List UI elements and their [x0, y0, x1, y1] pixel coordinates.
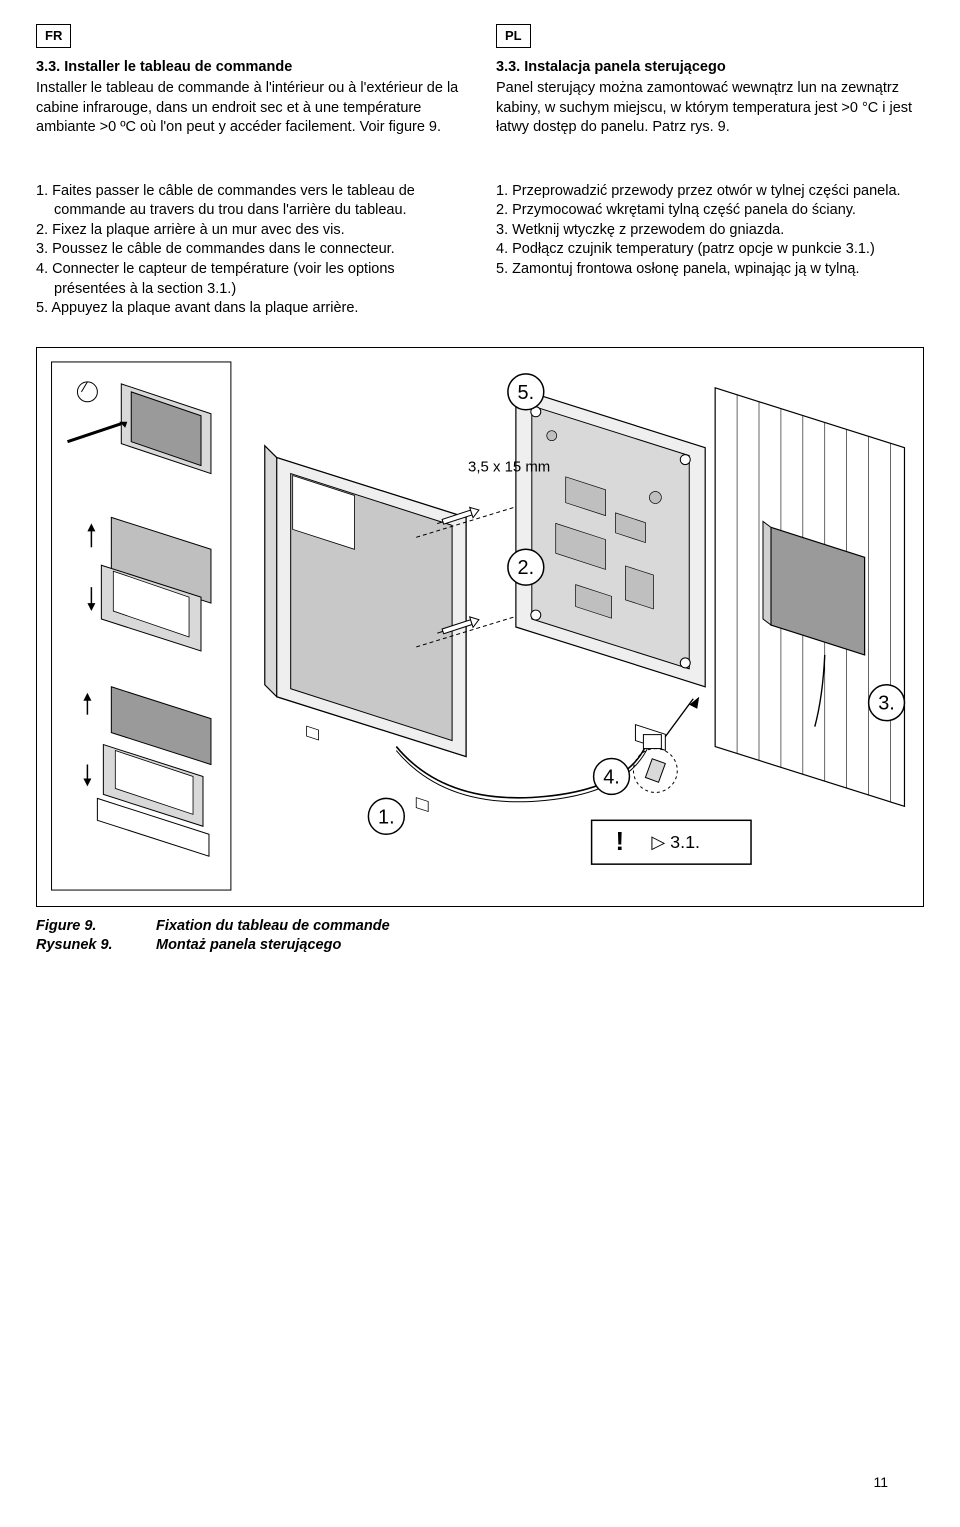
col-pl: 3.3. Instalacja panela sterującego Panel… [496, 58, 924, 138]
thumb-1-icon [67, 382, 210, 474]
step-pl-1: 1. Przeprowadzić przewody przez otwór w … [496, 182, 924, 202]
heading-fr: 3.3. Installer le tableau de commande [36, 58, 464, 78]
body-pl: Panel sterujący można zamontować wewnątr… [496, 79, 924, 138]
main-assembly-icon [265, 388, 705, 812]
step-pl-5: 5. Zamontuj frontowa osłonę panela, wpin… [496, 260, 924, 280]
screw-size-label: 3,5 x 15 mm [468, 458, 550, 475]
step-pl-4: 4. Podłącz czujnik temperatury (patrz op… [496, 240, 924, 260]
lang-row: FR PL [36, 24, 924, 58]
caption-pl-text: Montaż panela sterującego [156, 936, 341, 956]
step-fr-3: 3. Poussez le câble de commandes dans le… [36, 240, 464, 260]
callout-3: 3. [878, 692, 895, 714]
col-fr: 3.3. Installer le tableau de commande In… [36, 58, 464, 138]
thumb-3-icon [83, 687, 211, 856]
steps-pl: 1. Przeprowadzić przewody przez otwór w … [496, 182, 924, 319]
warn-mark: ! [616, 828, 625, 856]
thumb-2-icon [87, 517, 211, 651]
wall-panel-icon [715, 388, 904, 807]
figure-9: 5. 2. 1. 4. 3. 3,5 x 15 mm ! ▷ 3.1. [36, 347, 924, 907]
steps-row: 1. Faites passer le câble de commandes v… [36, 164, 924, 319]
steps-fr: 1. Faites passer le câble de commandes v… [36, 182, 464, 319]
page-number: 11 [873, 1473, 888, 1492]
lang-tag-fr: FR [36, 24, 71, 48]
callout-5: 5. [518, 382, 535, 404]
intro-row: 3.3. Installer le tableau de commande In… [36, 58, 924, 138]
caption-pl-label: Rysunek 9. [36, 936, 156, 956]
step-pl-3: 3. Wetknij wtyczkę z przewodem do gniazd… [496, 221, 924, 241]
callout-1: 1. [378, 806, 395, 828]
warn-ref: ▷ 3.1. [651, 832, 700, 852]
caption-fr-label: Figure 9. [36, 917, 156, 937]
step-fr-5: 5. Appuyez la plaque avant dans la plaqu… [36, 299, 464, 319]
figure-svg: 5. 2. 1. 4. 3. 3,5 x 15 mm ! ▷ 3.1. [37, 348, 923, 906]
callout-4: 4. [603, 766, 620, 788]
step-fr-4: 4. Connecter le capteur de température (… [36, 260, 464, 299]
lang-tag-pl: PL [496, 24, 531, 48]
caption-fr-text: Fixation du tableau de commande [156, 917, 390, 937]
step-fr-1: 1. Faites passer le câble de commandes v… [36, 182, 464, 221]
step-fr-2: 2. Fixez la plaque arrière à un mur avec… [36, 221, 464, 241]
step-pl-2: 2. Przymocować wkrętami tylną część pane… [496, 201, 924, 221]
figure-caption: Figure 9. Fixation du tableau de command… [36, 917, 924, 956]
body-fr: Installer le tableau de commande à l'int… [36, 79, 464, 138]
heading-pl: 3.3. Instalacja panela sterującego [496, 58, 924, 78]
callout-2: 2. [518, 557, 535, 579]
